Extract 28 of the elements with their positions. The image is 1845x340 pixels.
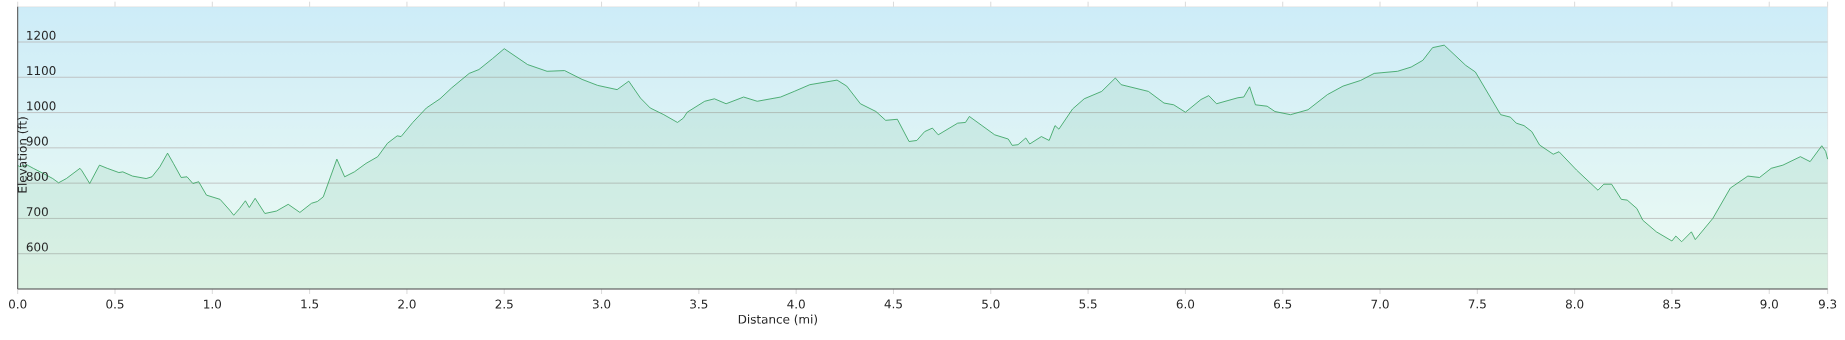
x-tick-label: 6.5 — [1274, 299, 1292, 309]
y-tick-label: 1200 — [27, 30, 56, 40]
x-tick-label: 6.0 — [1176, 299, 1195, 309]
x-tick-label: 9.3 — [1818, 299, 1837, 309]
x-tick-label: 7.0 — [1371, 299, 1389, 309]
x-tick-label: 4.0 — [787, 299, 805, 309]
x-tick-label: 0.0 — [8, 299, 27, 309]
y-tick-label: 1100 — [27, 66, 56, 76]
y-tick-label: 600 — [26, 242, 48, 252]
x-tick-label: 3.5 — [690, 299, 708, 309]
x-tick-label: 2.0 — [398, 299, 416, 309]
x-tick-label: 2.5 — [495, 299, 513, 309]
x-axis-title: Distance (mi) — [738, 314, 818, 326]
x-tick-label: 8.0 — [1565, 299, 1584, 309]
x-tick-label: 9.0 — [1760, 299, 1778, 309]
x-tick-label: 5.0 — [982, 299, 1000, 309]
y-tick-label: 1000 — [27, 101, 56, 111]
x-tick-label: 8.5 — [1663, 299, 1681, 309]
y-tick-label: 700 — [26, 207, 48, 217]
x-tick-label: 1.5 — [301, 299, 319, 309]
y-tick-label: 900 — [26, 136, 48, 146]
x-tick-label: 0.5 — [106, 299, 124, 309]
x-tick-label: 5.5 — [1079, 299, 1097, 309]
x-tick-label: 3.0 — [592, 299, 611, 309]
x-tick-label: 7.5 — [1468, 299, 1486, 309]
x-tick-label: 1.0 — [204, 299, 222, 309]
y-tick-label: 800 — [26, 171, 48, 181]
x-tick-label: 4.5 — [884, 299, 902, 309]
